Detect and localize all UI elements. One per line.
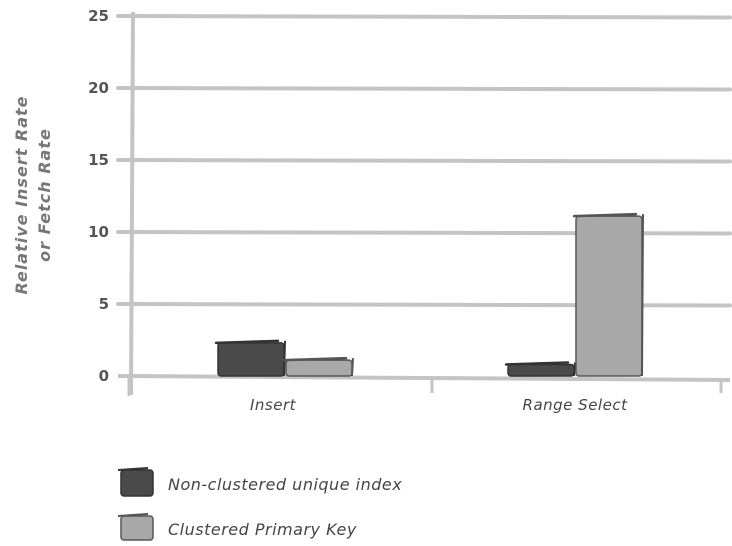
y-tick-label: 20 — [88, 79, 109, 97]
legend-swatch-cap — [117, 513, 149, 517]
category-label: Range Select — [523, 396, 629, 414]
bar — [285, 359, 353, 377]
bar-edge — [641, 214, 644, 377]
y-axis — [129, 11, 135, 396]
y-tick-label: 5 — [99, 295, 109, 313]
y-tick-labels: 0 5 10 15 20 25 — [88, 7, 109, 385]
bar — [575, 215, 643, 377]
bar-top-cap — [504, 361, 570, 366]
gridline — [116, 158, 732, 164]
y-tick-label: 10 — [88, 223, 109, 241]
y-tick-label: 25 — [88, 7, 109, 25]
y-tick-label: 0 — [99, 367, 109, 385]
gridline — [116, 14, 732, 20]
legend-item-clustered: Clustered Primary Key — [117, 513, 357, 541]
y-tick-label: 15 — [88, 151, 109, 169]
legend-swatch-clustered — [120, 515, 154, 541]
y-axis-label-line-1: Relative Insert Rate — [12, 95, 31, 294]
bar-top-cap — [214, 339, 280, 345]
bar-edge — [573, 362, 576, 377]
gridline — [116, 86, 732, 92]
legend-label-clustered: Clustered Primary Key — [168, 520, 357, 539]
bars — [214, 212, 644, 377]
legend-label-non-clustered: Non-clustered unique index — [168, 475, 402, 494]
legend-swatch-cap — [117, 467, 149, 471]
bar-edge — [351, 358, 354, 377]
bar-top-cap — [282, 356, 348, 362]
category-labels: Insert Range Select — [250, 396, 628, 414]
bar — [217, 342, 285, 377]
y-axis-label-line-2: or Fetch Rate — [35, 128, 54, 262]
category-label: Insert — [250, 396, 297, 414]
legend-item-non-clustered: Non-clustered unique index — [117, 467, 402, 497]
bar-top-cap — [572, 212, 638, 218]
bar-edge — [283, 340, 286, 377]
legend: Non-clustered unique index Clustered Pri… — [117, 467, 402, 541]
bar — [507, 363, 575, 377]
legend-swatch-non-clustered — [120, 469, 154, 497]
